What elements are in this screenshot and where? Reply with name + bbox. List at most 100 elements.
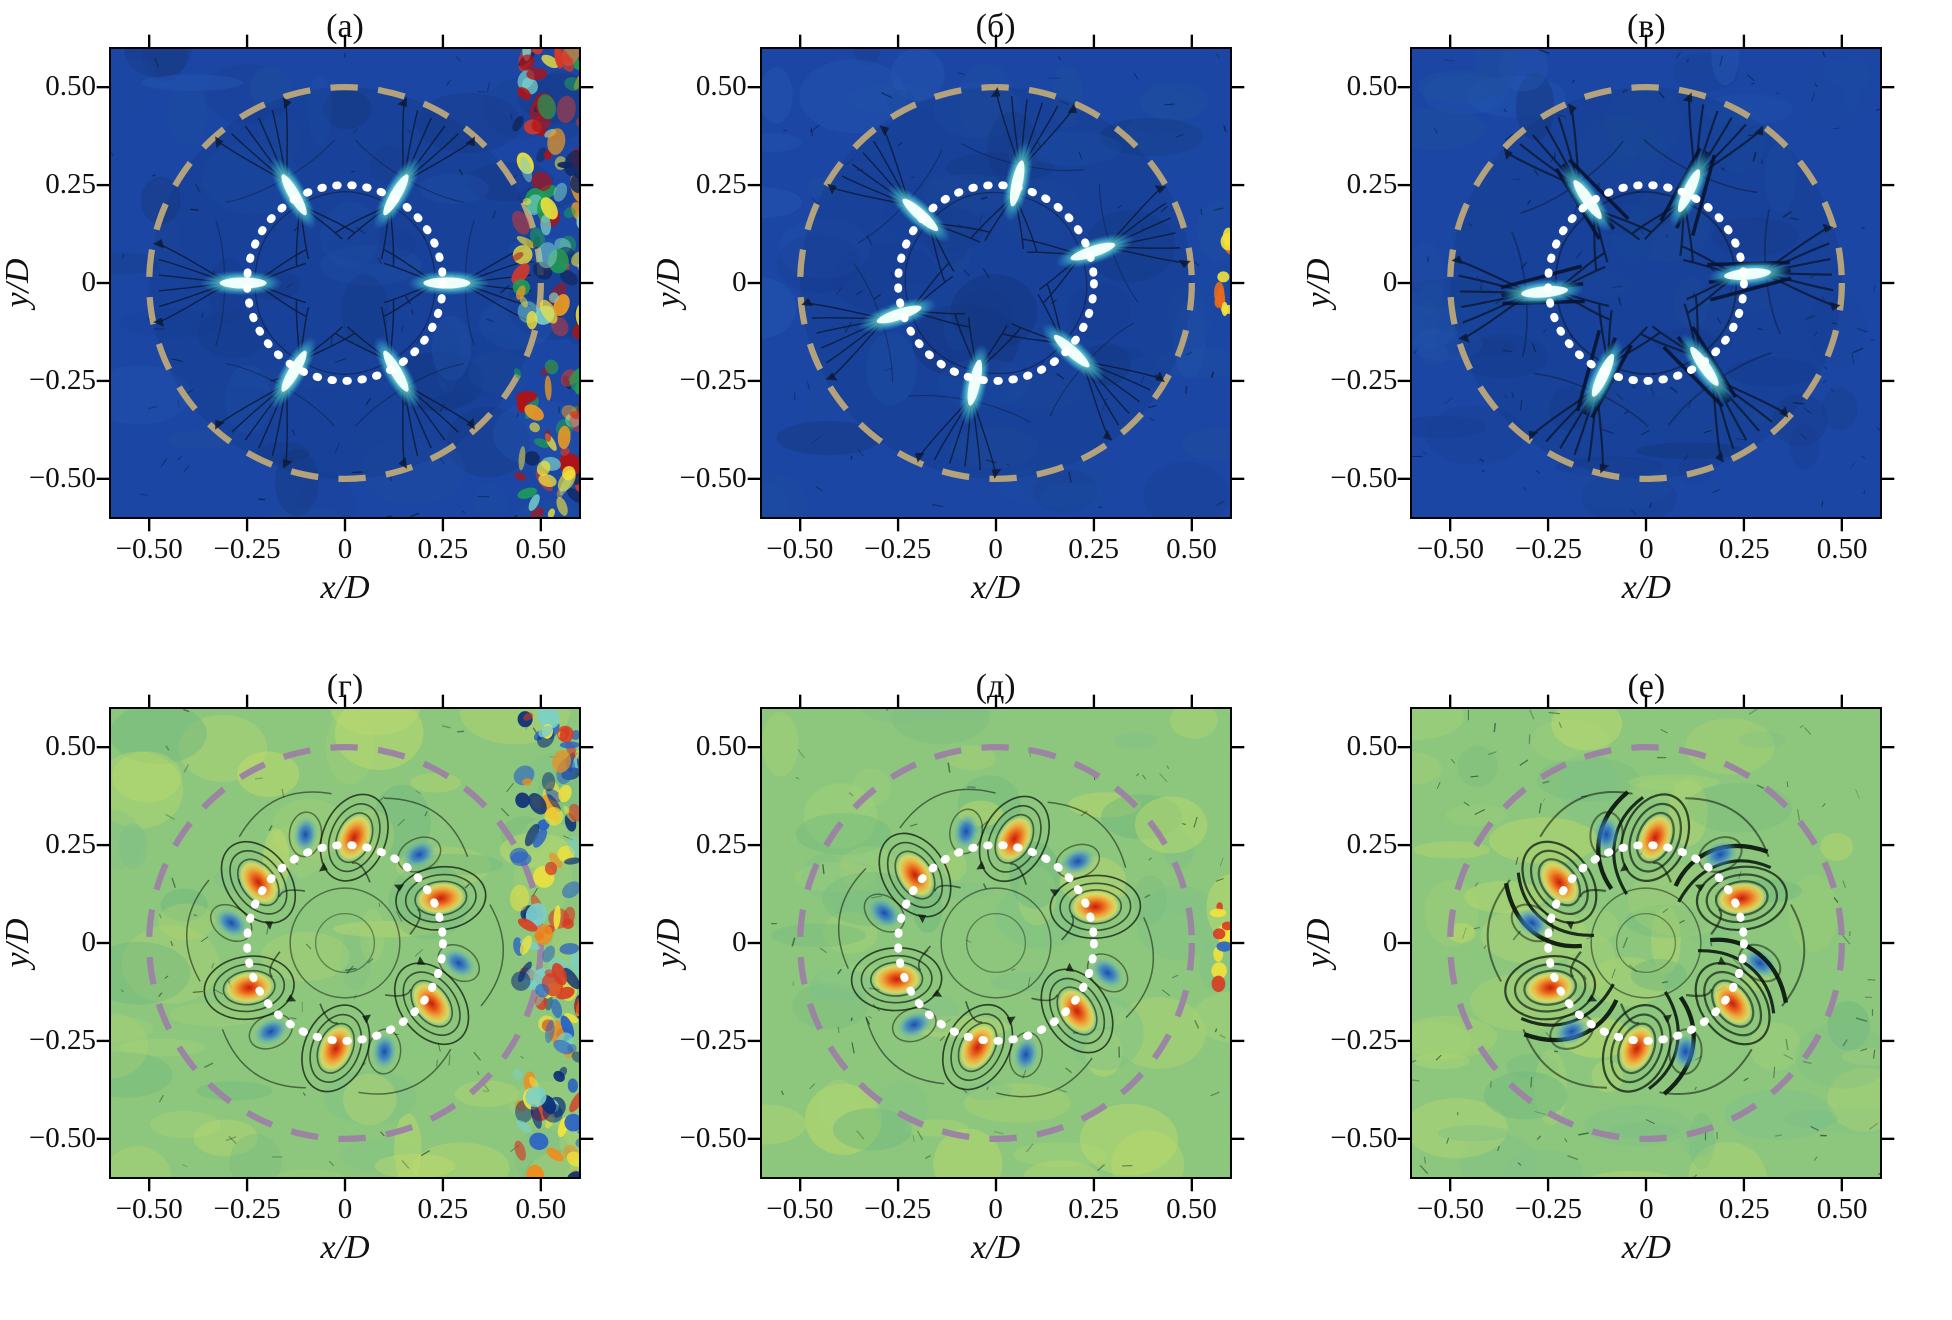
y-axis-ticks: −0.50 −0.25 0 0.25 0.50 [1330, 708, 1411, 1178]
flow-field-plot [747, 34, 1244, 532]
y-axis-label: y/D [0, 708, 36, 1178]
y-tick-label: 0.25 [695, 827, 747, 860]
y-tick-label: 0.25 [45, 167, 96, 200]
jet-feature [907, 314, 1031, 479]
figure-panel: (г) y/D −0.50 −0.25 0 0.25 0.50 −0.50 −0.25 0 0.25… [0, 660, 651, 1320]
x-tick-label: 0.25 [1718, 533, 1770, 565]
heatmap-background [1411, 708, 1882, 1178]
plot-border [109, 707, 581, 1179]
x-tick-label: −0.50 [1416, 533, 1485, 565]
jet-feature [215, 300, 355, 469]
x-tick-label: 0 [337, 1193, 353, 1225]
x-axis-label: x/D [1621, 1229, 1671, 1266]
panel-plot-area: y/D −0.50 −0.25 0 0.25 0.50 [649, 34, 1302, 532]
panel-plot-area: y/D −0.50 −0.25 0 0.25 0.50 [1300, 34, 1952, 532]
y-axis-label-text: y/D [649, 258, 687, 308]
y-tick-label: 0.50 [45, 69, 96, 102]
inner-dotted-circle [893, 181, 1098, 385]
x-tick-label: 0.25 [1068, 533, 1119, 565]
axis-ticks [747, 694, 1244, 1192]
vortex-pair [384, 797, 487, 983]
jet-feature [1682, 209, 1841, 335]
y-tick-label: 0 [1382, 265, 1398, 298]
heatmap-background [760, 48, 1231, 518]
flow-field-canvas [747, 694, 1244, 1192]
y-axis-label-text: y/D [0, 918, 36, 968]
y-tick-label: 0.50 [45, 729, 96, 762]
y-tick-label: −0.25 [679, 1023, 747, 1056]
y-tick-label: 0 [81, 925, 97, 958]
heatmap-background [110, 708, 580, 1178]
outer-dashed-circle [1447, 84, 1846, 482]
flow-field-canvas [747, 34, 1244, 532]
y-tick-label: 0.50 [1346, 729, 1398, 762]
vortex-pair [238, 791, 442, 883]
x-axis-ticks: −0.50 −0.25 0 0.25 0.50 [110, 1193, 580, 1227]
figure-panel: (е) y/D −0.50 −0.25 0 0.25 0.50 −0.50 −0.25 0 0.25… [1300, 660, 1952, 1320]
x-tick-label: 0.25 [1068, 1193, 1119, 1225]
inner-dotted-circle [1544, 181, 1749, 385]
y-tick-label: −0.50 [1330, 1121, 1398, 1154]
x-axis-ticks: −0.50 −0.25 0 0.25 0.50 [1411, 533, 1881, 567]
axis-ticks [1398, 34, 1895, 532]
outer-dashed-circle [796, 84, 1195, 482]
plot-border [1410, 47, 1883, 519]
x-tick-label: 0.50 [1816, 1193, 1868, 1225]
y-tick-label: −0.50 [679, 1121, 747, 1154]
jet-feature [1002, 284, 1165, 441]
x-tick-label: 0.50 [1166, 533, 1217, 565]
y-axis-label: y/D [649, 708, 687, 1178]
vortex-pair [367, 904, 505, 1075]
x-axis-ticks: −0.50 −0.25 0 0.25 0.50 [761, 1193, 1231, 1227]
y-axis-ticks: −0.50 −0.25 0 0.25 0.50 [29, 48, 110, 518]
x-tick-label: −0.25 [213, 533, 281, 565]
y-tick-label: −0.50 [28, 461, 96, 494]
x-tick-label: −0.25 [1514, 533, 1582, 565]
panel-plot-area: y/D −0.50 −0.25 0 0.25 0.50 [0, 694, 651, 1192]
axis-ticks [96, 694, 594, 1192]
x-tick-label: 0 [337, 533, 353, 565]
y-tick-label: −0.25 [1330, 363, 1398, 396]
jet-feature [1022, 183, 1191, 304]
y-axis-label-text: y/D [1300, 918, 1338, 968]
outer-dashed-circle [796, 744, 1195, 1142]
flow-field-plot [1398, 34, 1895, 532]
x-tick-label: 0.50 [515, 533, 567, 565]
y-axis-label: y/D [1300, 48, 1337, 518]
x-tick-label: −0.50 [1416, 1193, 1485, 1225]
x-axis-ticks: −0.50 −0.25 0 0.25 0.50 [1411, 1193, 1881, 1227]
flow-field-canvas [1398, 34, 1895, 532]
y-tick-label: 0.25 [1346, 167, 1398, 200]
x-tick-label: −0.25 [213, 1193, 281, 1225]
flow-field-plot [1398, 694, 1895, 1192]
vortex-pair [248, 1003, 452, 1095]
plot-border [1410, 707, 1883, 1179]
x-tick-label: 0 [1639, 1193, 1654, 1225]
x-tick-label: 0.50 [1816, 533, 1868, 565]
x-axis-label: x/D [971, 569, 1021, 606]
x-tick-label: 0.50 [515, 1193, 567, 1225]
figure-panel: (в) y/D −0.50 −0.25 0 0.25 0.50 −0.50 −0.25 0 0.25… [1300, 0, 1952, 660]
x-axis-label: x/D [1621, 569, 1671, 606]
x-tick-label: −0.25 [864, 533, 932, 565]
x-tick-label: 0 [1639, 533, 1654, 565]
flow-field-canvas [1398, 694, 1895, 1192]
inner-dotted-circle [1544, 841, 1749, 1045]
x-tick-label: 0.50 [1166, 1193, 1217, 1225]
jet-feature [335, 300, 475, 469]
flow-field-plot [96, 34, 594, 532]
vortex-pair [898, 788, 1100, 885]
flow-field-plot [96, 694, 594, 1192]
x-axis-label: x/D [320, 569, 370, 606]
panel-plot-area: y/D −0.50 −0.25 0 0.25 0.50 [0, 34, 651, 532]
y-axis-label-text: y/D [649, 918, 687, 968]
jet-feature [1451, 231, 1611, 357]
y-axis-ticks: −0.50 −0.25 0 0.25 0.50 [1330, 48, 1411, 518]
x-axis-label: x/D [971, 1229, 1021, 1266]
x-tick-label: 0 [988, 533, 1003, 565]
x-tick-label: 0 [988, 1193, 1003, 1225]
y-axis-ticks: −0.50 −0.25 0 0.25 0.50 [680, 708, 761, 1178]
x-axis-ticks: −0.50 −0.25 0 0.25 0.50 [110, 533, 580, 567]
y-tick-label: 0.25 [1346, 827, 1398, 860]
